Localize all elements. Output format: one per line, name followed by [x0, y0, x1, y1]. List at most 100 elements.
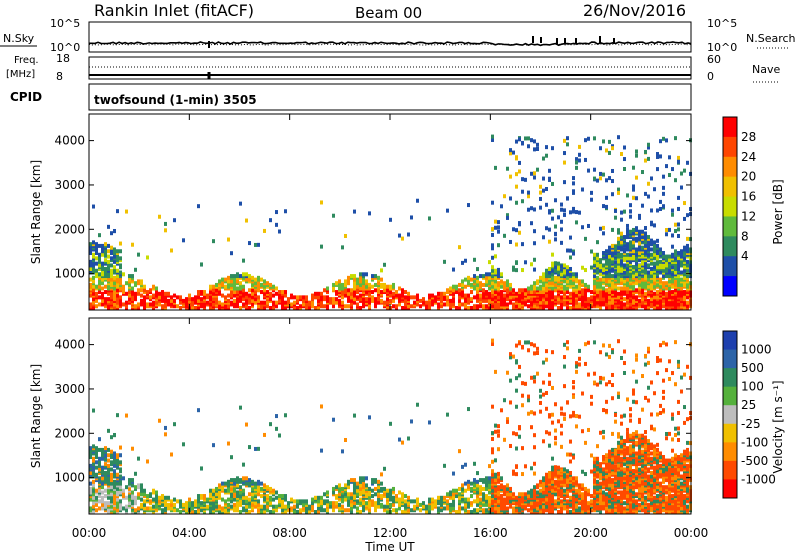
heatmap-cell: [431, 293, 434, 298]
heatmap-cell: [272, 488, 275, 493]
heatmap-cell: [527, 411, 530, 416]
heatmap-cell: [551, 216, 554, 221]
heatmap-cell: [629, 284, 632, 289]
heatmap-cell: [569, 284, 572, 289]
heatmap-cell: [200, 304, 203, 309]
heatmap-cell: [242, 462, 245, 467]
heatmap-cell: [335, 290, 338, 295]
heatmap-cell: [392, 282, 395, 287]
heatmap-cell: [107, 286, 110, 291]
heatmap-cell: [491, 284, 494, 289]
heatmap-cell: [680, 286, 683, 291]
heatmap-cell: [125, 209, 128, 214]
heatmap-cell: [155, 293, 158, 298]
heatmap-cell: [629, 229, 632, 234]
heatmap-cell: [428, 497, 431, 502]
heatmap-cell: [659, 265, 662, 270]
heatmap-cell: [617, 230, 620, 235]
heatmap-cell: [353, 291, 356, 296]
heatmap-cell: [194, 510, 197, 514]
heatmap-cell: [536, 146, 539, 151]
heatmap-cell: [632, 227, 635, 232]
heatmap-cell: [227, 284, 230, 289]
heatmap-cell: [521, 393, 524, 398]
heatmap-cell: [374, 501, 377, 506]
heatmap-cell: [344, 483, 347, 488]
heatmap-cell: [503, 485, 506, 490]
heatmap-cell: [518, 169, 521, 174]
heatmap-cell: [257, 242, 260, 247]
heatmap-cell: [119, 256, 122, 261]
heatmap-cell: [110, 263, 113, 268]
heatmap-cell: [674, 222, 677, 227]
heatmap-cell: [440, 499, 443, 504]
heatmap-cell: [131, 242, 134, 247]
heatmap-cell: [602, 490, 605, 495]
heatmap-cell: [626, 300, 629, 305]
heatmap-cell: [557, 504, 560, 509]
heatmap-cell: [284, 293, 287, 298]
heatmap-cell: [443, 495, 446, 500]
heatmap-cell: [452, 492, 455, 497]
heatmap-cell: [527, 144, 530, 149]
heatmap-cell: [419, 298, 422, 303]
heatmap-cell: [167, 506, 170, 511]
heatmap-cell: [128, 501, 131, 506]
heatmap-cell: [404, 504, 407, 509]
heatmap-cell: [257, 282, 260, 287]
heatmap-cell: [224, 488, 227, 493]
heatmap-cell: [269, 297, 272, 302]
heatmap-cell: [629, 298, 632, 303]
heatmap-cell: [512, 302, 515, 307]
heatmap-cell: [230, 494, 233, 499]
heatmap-cell: [275, 490, 278, 495]
colorbar-segment: [723, 196, 737, 217]
heatmap-cell: [317, 306, 320, 310]
heatmap-cell: [620, 234, 623, 239]
heatmap-cell: [515, 495, 518, 500]
heatmap-cell: [659, 270, 662, 275]
heatmap-cell: [470, 510, 473, 514]
heatmap-cell: [380, 486, 383, 491]
heatmap-cell: [545, 282, 548, 287]
heatmap-cell: [551, 420, 554, 425]
heatmap-cell: [425, 504, 428, 509]
heatmap-cell: [494, 254, 497, 259]
heatmap-cell: [638, 233, 641, 238]
heatmap-cell: [233, 497, 236, 502]
heatmap-cell: [569, 235, 572, 240]
heatmap-cell: [491, 137, 494, 142]
heatmap-cell: [410, 215, 413, 220]
heatmap-cell: [155, 290, 158, 295]
heatmap-cell: [560, 219, 563, 224]
heatmap-cell: [476, 479, 479, 484]
heatmap-cell: [362, 281, 365, 286]
heatmap-cell: [374, 486, 377, 491]
heatmap-cell: [548, 168, 551, 173]
heatmap-cell: [584, 268, 587, 273]
heatmap-cell: [599, 268, 602, 273]
heatmap-cell: [596, 281, 599, 286]
heatmap-cell: [104, 290, 107, 295]
heatmap-cell: [605, 274, 608, 279]
heatmap-cell: [464, 462, 467, 467]
heatmap-cell: [374, 282, 377, 287]
heatmap-cell: [260, 306, 263, 310]
heatmap-cell: [683, 268, 686, 273]
heatmap-cell: [512, 469, 515, 474]
heatmap-cell: [506, 501, 509, 506]
heatmap-cell: [626, 252, 629, 257]
heatmap-cell: [605, 497, 608, 502]
heatmap-cell: [350, 288, 353, 293]
heatmap-cell: [638, 243, 641, 248]
heatmap-cell: [611, 253, 614, 258]
heatmap-cell: [359, 483, 362, 488]
heatmap-cell: [275, 414, 278, 419]
heatmap-cell: [422, 501, 425, 506]
heatmap-cell: [593, 176, 596, 181]
heatmap-cell: [134, 267, 137, 272]
heatmap-cell: [542, 235, 545, 240]
noise-search-line: [88, 43, 692, 46]
heatmap-cell: [635, 175, 638, 180]
heatmap-cell: [404, 510, 407, 514]
